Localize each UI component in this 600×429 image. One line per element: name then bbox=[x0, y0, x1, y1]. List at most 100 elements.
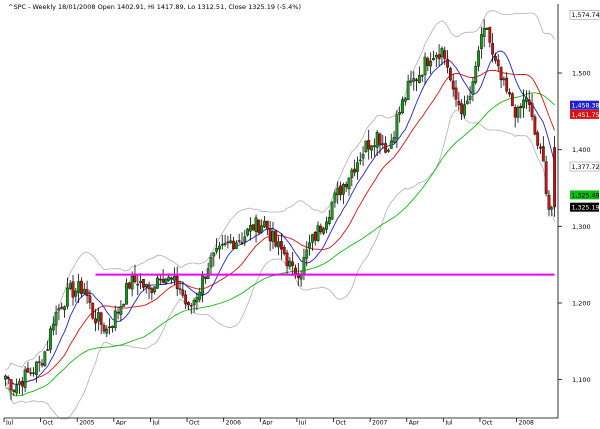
candle-body-down bbox=[88, 295, 92, 303]
candle bbox=[34, 361, 38, 383]
candle-body-down bbox=[161, 278, 165, 283]
candle-body-up bbox=[218, 245, 221, 250]
candle-body-down bbox=[127, 282, 131, 289]
candle-body-up bbox=[96, 312, 100, 322]
candle bbox=[471, 76, 475, 102]
candle-body-down bbox=[71, 281, 75, 298]
candle bbox=[465, 95, 469, 105]
candle-body-up bbox=[178, 288, 182, 290]
candle-body-up bbox=[471, 81, 475, 95]
candle bbox=[474, 61, 478, 85]
candle bbox=[339, 181, 342, 201]
candle bbox=[389, 133, 393, 149]
candle-body-down bbox=[460, 103, 464, 115]
candle bbox=[251, 224, 255, 231]
candle-body-up bbox=[358, 159, 362, 162]
candle bbox=[220, 234, 224, 250]
candle-body-down bbox=[494, 55, 497, 61]
candle-body-up bbox=[463, 104, 466, 116]
candle-body-down bbox=[91, 302, 95, 319]
candle bbox=[429, 52, 433, 75]
candle bbox=[539, 143, 542, 154]
candle-body-down bbox=[85, 289, 89, 296]
candle-body-up bbox=[23, 369, 27, 388]
time-tick-label: Jul bbox=[5, 420, 14, 426]
candle bbox=[437, 44, 441, 67]
candle-body-up bbox=[249, 225, 252, 232]
candle-body-up bbox=[105, 328, 109, 334]
candle bbox=[237, 233, 241, 244]
candle-body-up bbox=[57, 308, 61, 311]
candle bbox=[127, 281, 131, 290]
candle bbox=[74, 287, 78, 303]
candle-body-up bbox=[308, 242, 311, 249]
candle-body-up bbox=[144, 284, 148, 288]
candle-body-up bbox=[192, 299, 196, 306]
candle bbox=[209, 252, 213, 275]
candle bbox=[215, 238, 219, 254]
candle bbox=[178, 280, 182, 295]
candle bbox=[420, 74, 424, 82]
candle bbox=[198, 287, 202, 303]
price-label: 1,451.75 bbox=[570, 109, 600, 119]
price-tick-label: 1,400 bbox=[572, 146, 591, 154]
chart-header: ^SPC - Weekly 18/01/2008 Open 1402.91, H… bbox=[8, 3, 301, 11]
candle-body-down bbox=[6, 377, 10, 379]
candle bbox=[161, 268, 165, 284]
candle-body-up bbox=[364, 140, 368, 153]
candle-body-down bbox=[344, 183, 348, 188]
candle-body-down bbox=[189, 305, 193, 307]
candle bbox=[257, 219, 261, 236]
candle bbox=[384, 136, 388, 154]
candle-body-up bbox=[246, 228, 250, 236]
candle-body-up bbox=[418, 75, 421, 83]
candle-body-down bbox=[296, 273, 300, 278]
candle bbox=[460, 99, 464, 120]
candle-body-down bbox=[265, 220, 269, 230]
time-tick-label: Apr bbox=[409, 420, 420, 426]
candle bbox=[550, 205, 554, 217]
candle-body-up bbox=[434, 55, 438, 58]
candle bbox=[144, 283, 148, 294]
candle-body-up bbox=[522, 99, 526, 109]
candle-body-up bbox=[310, 234, 314, 243]
candle bbox=[96, 307, 100, 331]
candle bbox=[519, 103, 523, 119]
candle bbox=[40, 359, 44, 368]
candle bbox=[547, 190, 551, 217]
candle bbox=[527, 90, 531, 112]
price-label-text: 1,574.74 bbox=[572, 12, 600, 19]
candle-body-up bbox=[305, 249, 309, 259]
candle bbox=[65, 277, 69, 310]
price-label-text: 1,451.75 bbox=[572, 112, 600, 119]
candle-body-down bbox=[99, 312, 103, 325]
candle-body-up bbox=[550, 207, 554, 210]
candle bbox=[260, 219, 264, 234]
candle bbox=[85, 280, 89, 304]
candle-body-up bbox=[347, 178, 351, 190]
candle bbox=[23, 366, 27, 393]
candle-body-up bbox=[54, 312, 58, 326]
candle-body-down bbox=[26, 367, 30, 373]
candle bbox=[195, 292, 199, 311]
candle bbox=[482, 19, 486, 48]
candle bbox=[4, 374, 7, 387]
candle bbox=[477, 46, 480, 72]
candle bbox=[9, 379, 13, 401]
candle-body-up bbox=[387, 149, 390, 152]
candle-body-up bbox=[156, 277, 159, 289]
candle bbox=[412, 71, 416, 91]
candle-body-up bbox=[74, 290, 78, 297]
candle bbox=[113, 305, 117, 331]
candle-body-up bbox=[229, 240, 233, 244]
candle-body-down bbox=[150, 288, 154, 294]
candle bbox=[29, 367, 33, 377]
candle bbox=[448, 66, 452, 82]
bollinger-bands bbox=[5, 10, 555, 420]
candle-body-down bbox=[353, 168, 357, 173]
candle-body-up bbox=[479, 34, 483, 49]
candle bbox=[223, 234, 227, 247]
candle-body-up bbox=[153, 286, 157, 293]
candle-body-down bbox=[116, 311, 120, 314]
